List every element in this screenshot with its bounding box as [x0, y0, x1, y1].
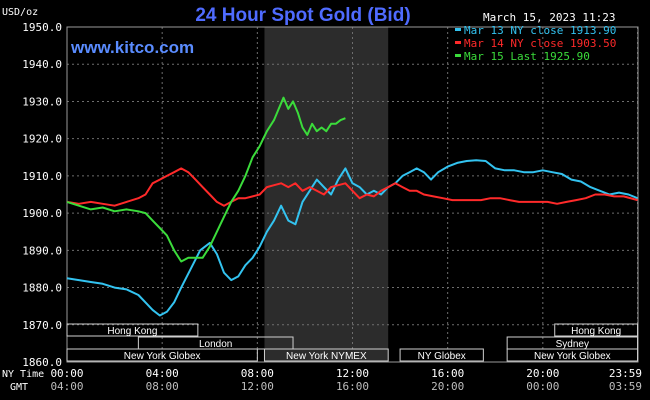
x-tick-label-gmt: 04:00	[50, 380, 83, 393]
y-tick-label: 1860.0	[22, 356, 62, 369]
session-bar: Hong Kong	[66, 323, 199, 337]
unit-label: USD/oz	[2, 7, 38, 18]
x-tick-label-ny: 04:00	[146, 367, 179, 380]
session-label: New York Globex	[534, 351, 611, 362]
chart-title: 24 Hour Spot Gold (Bid)	[195, 5, 410, 26]
session-bar: New York NYMEX	[263, 348, 389, 362]
y-tick-label: 1950.0	[22, 21, 62, 34]
session-label: Sydney	[556, 339, 589, 350]
y-tick-label: 1920.0	[22, 133, 62, 146]
session-bar: New York Globex	[66, 348, 258, 362]
x-tick-label-gmt: 03:59	[609, 380, 642, 393]
y-tick-label: 1940.0	[22, 58, 62, 71]
x-axis-row-gmt-label: GMT	[10, 382, 28, 393]
session-bar: New York Globex	[506, 348, 639, 362]
legend-entry: Mar 13 NY close 1913.90	[464, 24, 616, 37]
legend-swatch	[455, 54, 461, 57]
y-tick-label: 1880.0	[22, 282, 62, 295]
x-tick-label-gmt: 00:00	[526, 380, 559, 393]
session-bar-box	[506, 348, 639, 362]
price-series	[66, 96, 638, 317]
session-bar-box	[263, 348, 389, 362]
series-line	[66, 167, 638, 207]
x-tick-label-gmt: 16:00	[336, 380, 369, 393]
x-tick-label-ny: 00:00	[50, 367, 83, 380]
x-tick-label-ny: 20:00	[526, 367, 559, 380]
session-label: Hong Kong	[107, 326, 157, 337]
x-tick-label-gmt: 20:00	[431, 380, 464, 393]
date-label: March 15, 2023 11:23	[483, 11, 615, 24]
session-bar: Hong Kong	[554, 323, 639, 337]
x-tick-label-ny: 16:00	[431, 367, 464, 380]
y-tick-label: 1890.0	[22, 244, 62, 257]
session-label: New York Globex	[124, 351, 201, 362]
legend-entry: Mar 14 NY close 1903.50	[464, 37, 616, 50]
legend-swatch	[455, 41, 461, 44]
x-tick-label-ny: 12:00	[336, 367, 369, 380]
session-bar-box	[66, 348, 258, 362]
x-tick-label-ny: 08:00	[241, 367, 274, 380]
x-axis-ticks: 00:00 04:00 08:00 12:00 16:00 20:00 23:5904:00…	[50, 367, 642, 393]
series-line	[66, 159, 638, 317]
session-bar-box	[554, 323, 639, 337]
x-tick-label-gmt: 12:00	[241, 380, 274, 393]
watermark-link[interactable]: www.kitco.com	[70, 38, 194, 57]
y-tick-label: 1930.0	[22, 95, 62, 108]
session-label: London	[199, 339, 232, 350]
legend-swatch	[455, 28, 461, 31]
x-axis-row-ny-label: NY Time	[2, 369, 44, 380]
legend-entry: Mar 15 Last 1925.90	[464, 50, 590, 63]
session-label: New York NYMEX	[286, 351, 367, 362]
plot-frame	[66, 26, 639, 363]
x-tick-label-ny: 23:59	[609, 367, 642, 380]
session-bar-box	[399, 348, 484, 362]
series-line	[66, 96, 346, 263]
y-tick-label: 1870.0	[22, 319, 62, 332]
session-bar: NY Globex	[399, 348, 484, 362]
y-tick-label: 1900.0	[22, 207, 62, 220]
session-bar-box	[66, 323, 199, 337]
session-label: Hong Kong	[571, 326, 621, 337]
x-tick-label-gmt: 08:00	[146, 380, 179, 393]
y-tick-label: 1910.0	[22, 170, 62, 183]
session-label: NY Globex	[418, 351, 466, 362]
y-axis-ticks: 1950.0 1940.0 1930.0 1920.0 1910.0 1900.0 1890…	[22, 21, 62, 369]
